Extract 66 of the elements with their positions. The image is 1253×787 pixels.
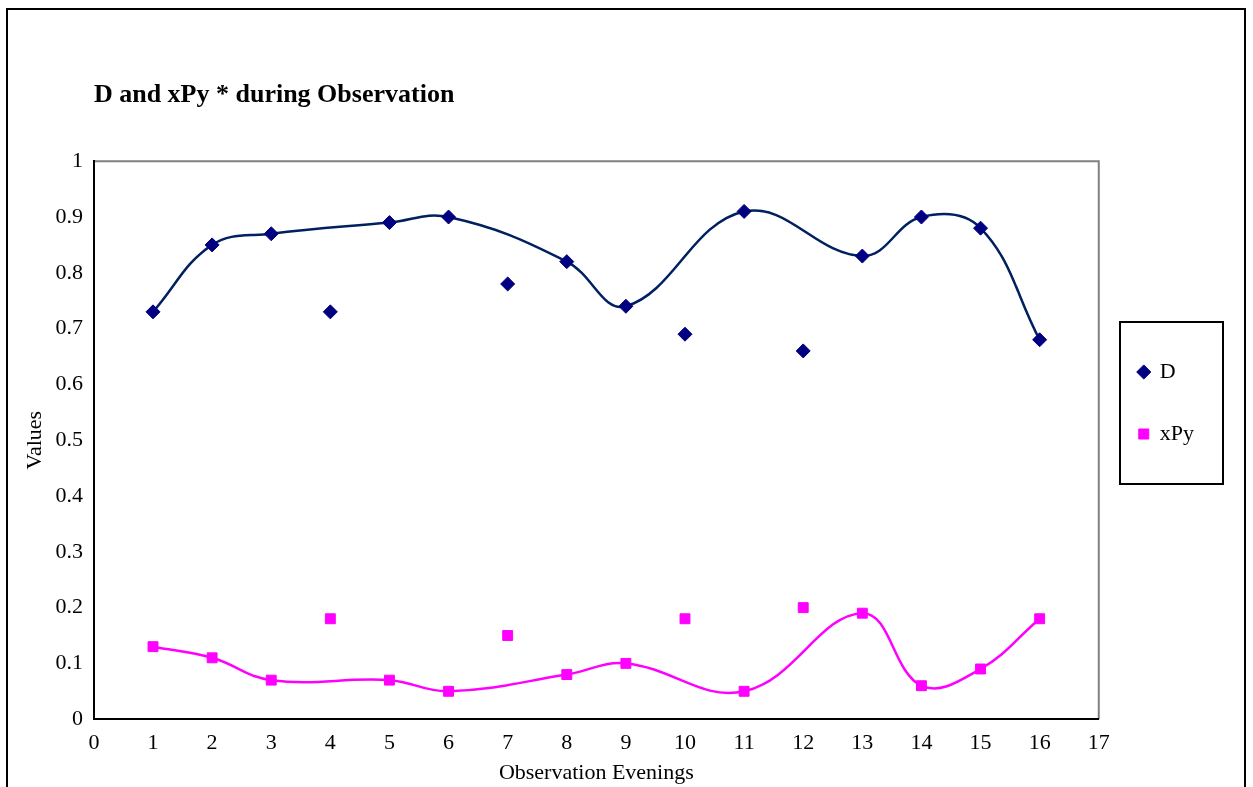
point <box>1032 332 1048 348</box>
point <box>1034 613 1046 625</box>
point <box>795 343 811 359</box>
point <box>324 613 336 625</box>
x-tick-label: 11 <box>733 729 755 755</box>
y-tick-label: 0.5 <box>55 425 83 451</box>
y-tick-label: 0.1 <box>55 649 83 675</box>
point <box>736 203 752 219</box>
point <box>500 276 516 292</box>
point <box>502 630 514 641</box>
x-tick-label: 1 <box>147 729 159 755</box>
legend-label: xPy <box>1159 419 1195 445</box>
point <box>618 298 634 314</box>
x-axis-title: Observation Evenings <box>498 758 694 784</box>
chart-title: D and xPy * during Observation <box>93 79 455 109</box>
x-tick-label: 9 <box>620 729 632 755</box>
x-tick-label: 0 <box>88 729 100 755</box>
point <box>854 248 870 264</box>
x-tick-label: 12 <box>792 729 815 755</box>
point <box>973 220 989 236</box>
legend-label: D <box>1159 357 1176 383</box>
x-tick-label: 16 <box>1028 729 1051 755</box>
point <box>322 304 338 320</box>
point <box>738 685 750 697</box>
x-tick-label: 7 <box>502 729 514 755</box>
point <box>797 602 809 614</box>
y-tick-label: 1 <box>71 146 83 172</box>
y-tick-label: 0.4 <box>55 481 83 507</box>
point <box>384 674 395 686</box>
point <box>263 226 279 242</box>
point <box>915 680 927 692</box>
x-tick-label: 15 <box>969 729 992 755</box>
x-tick-label: 8 <box>561 729 573 755</box>
point <box>206 652 218 664</box>
x-tick-label: 17 <box>1087 729 1110 755</box>
y-tick-label: 0.7 <box>55 314 83 340</box>
point <box>975 663 986 675</box>
x-tick-label: 4 <box>324 729 336 755</box>
point <box>620 657 632 669</box>
x-tick-label: 13 <box>851 729 874 755</box>
point <box>856 607 868 619</box>
point <box>561 669 573 681</box>
y-tick-label: 0.6 <box>55 370 83 396</box>
point <box>265 674 277 686</box>
y-tick-label: 0.9 <box>55 202 83 228</box>
x-tick-label: 5 <box>383 729 395 755</box>
point <box>145 304 161 320</box>
point <box>147 641 159 653</box>
x-tick-label: 3 <box>265 729 277 755</box>
y-tick-label: 0 <box>71 704 83 730</box>
point <box>677 326 693 342</box>
x-tick-label: 14 <box>910 729 933 755</box>
y-tick-label: 0.8 <box>55 258 83 284</box>
y-axis-title: Values <box>20 410 46 470</box>
x-tick-label: 2 <box>206 729 218 755</box>
point <box>381 215 397 231</box>
point <box>679 613 691 625</box>
y-tick-label: 0.2 <box>55 593 83 619</box>
point <box>204 237 220 253</box>
x-tick-label: 10 <box>674 729 696 755</box>
point <box>559 254 575 270</box>
point <box>443 685 455 697</box>
point <box>913 209 929 225</box>
x-tick-label: 6 <box>443 729 455 755</box>
y-tick-label: 0.3 <box>55 537 83 563</box>
point <box>441 209 457 225</box>
